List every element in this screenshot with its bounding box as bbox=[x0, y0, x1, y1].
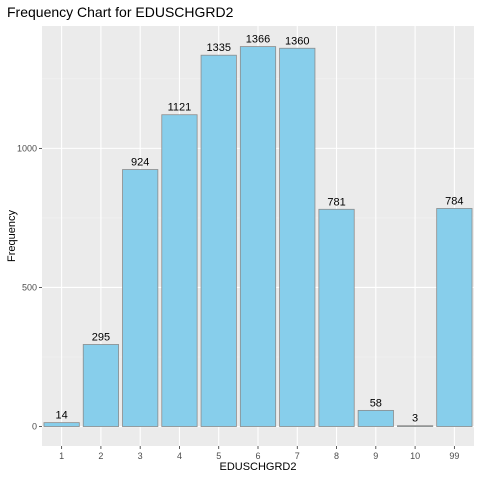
bar bbox=[161, 114, 198, 427]
data-label: 1121 bbox=[168, 102, 192, 114]
data-label: 1360 bbox=[285, 35, 309, 47]
bar bbox=[43, 422, 80, 427]
bar bbox=[436, 208, 473, 427]
data-label: 1366 bbox=[246, 34, 270, 46]
x-tick-label: 5 bbox=[216, 451, 221, 461]
data-label: 781 bbox=[327, 196, 345, 208]
bar bbox=[200, 54, 237, 427]
x-tick-label: 99 bbox=[449, 451, 459, 461]
y-tick-label: 1000 bbox=[17, 143, 37, 153]
bar bbox=[357, 409, 394, 427]
bar bbox=[318, 208, 355, 427]
x-tick-label: 10 bbox=[410, 451, 420, 461]
bars bbox=[43, 46, 473, 427]
y-tick-label: 0 bbox=[32, 422, 37, 432]
data-label: 58 bbox=[370, 397, 382, 409]
bar bbox=[279, 47, 316, 427]
x-tick-label: 4 bbox=[177, 451, 182, 461]
x-tick-label: 8 bbox=[334, 451, 339, 461]
bar bbox=[122, 169, 159, 427]
x-tick-label: 3 bbox=[138, 451, 143, 461]
x-tick-label: 9 bbox=[373, 451, 378, 461]
x-axis: 1 2 3 4 5 6 7 8 9 10 99 bbox=[59, 446, 459, 461]
data-label: 924 bbox=[131, 157, 149, 169]
chart-title: Frequency Chart for EDUSCHGRD2 bbox=[7, 4, 234, 20]
data-label: 784 bbox=[445, 195, 463, 207]
data-label: 3 bbox=[412, 413, 418, 425]
y-tick-label: 500 bbox=[22, 282, 37, 292]
x-tick-label: 2 bbox=[98, 451, 103, 461]
x-tick-label: 6 bbox=[255, 451, 260, 461]
x-tick-label: 1 bbox=[59, 451, 64, 461]
data-label: 1335 bbox=[206, 42, 230, 54]
y-axis: 0 500 1000 bbox=[17, 143, 42, 432]
bar bbox=[239, 46, 277, 427]
data-labels: 14 295 924 1121 1335 1366 1360 781 58 3 784 bbox=[56, 34, 464, 425]
x-axis-title: EDUSCHGRD2 bbox=[219, 461, 296, 473]
bar bbox=[82, 344, 119, 427]
data-label: 14 bbox=[56, 410, 68, 422]
bar bbox=[397, 425, 434, 427]
y-axis-title: Frequency bbox=[6, 210, 18, 262]
data-label: 295 bbox=[92, 331, 110, 343]
x-tick-label: 7 bbox=[295, 451, 300, 461]
